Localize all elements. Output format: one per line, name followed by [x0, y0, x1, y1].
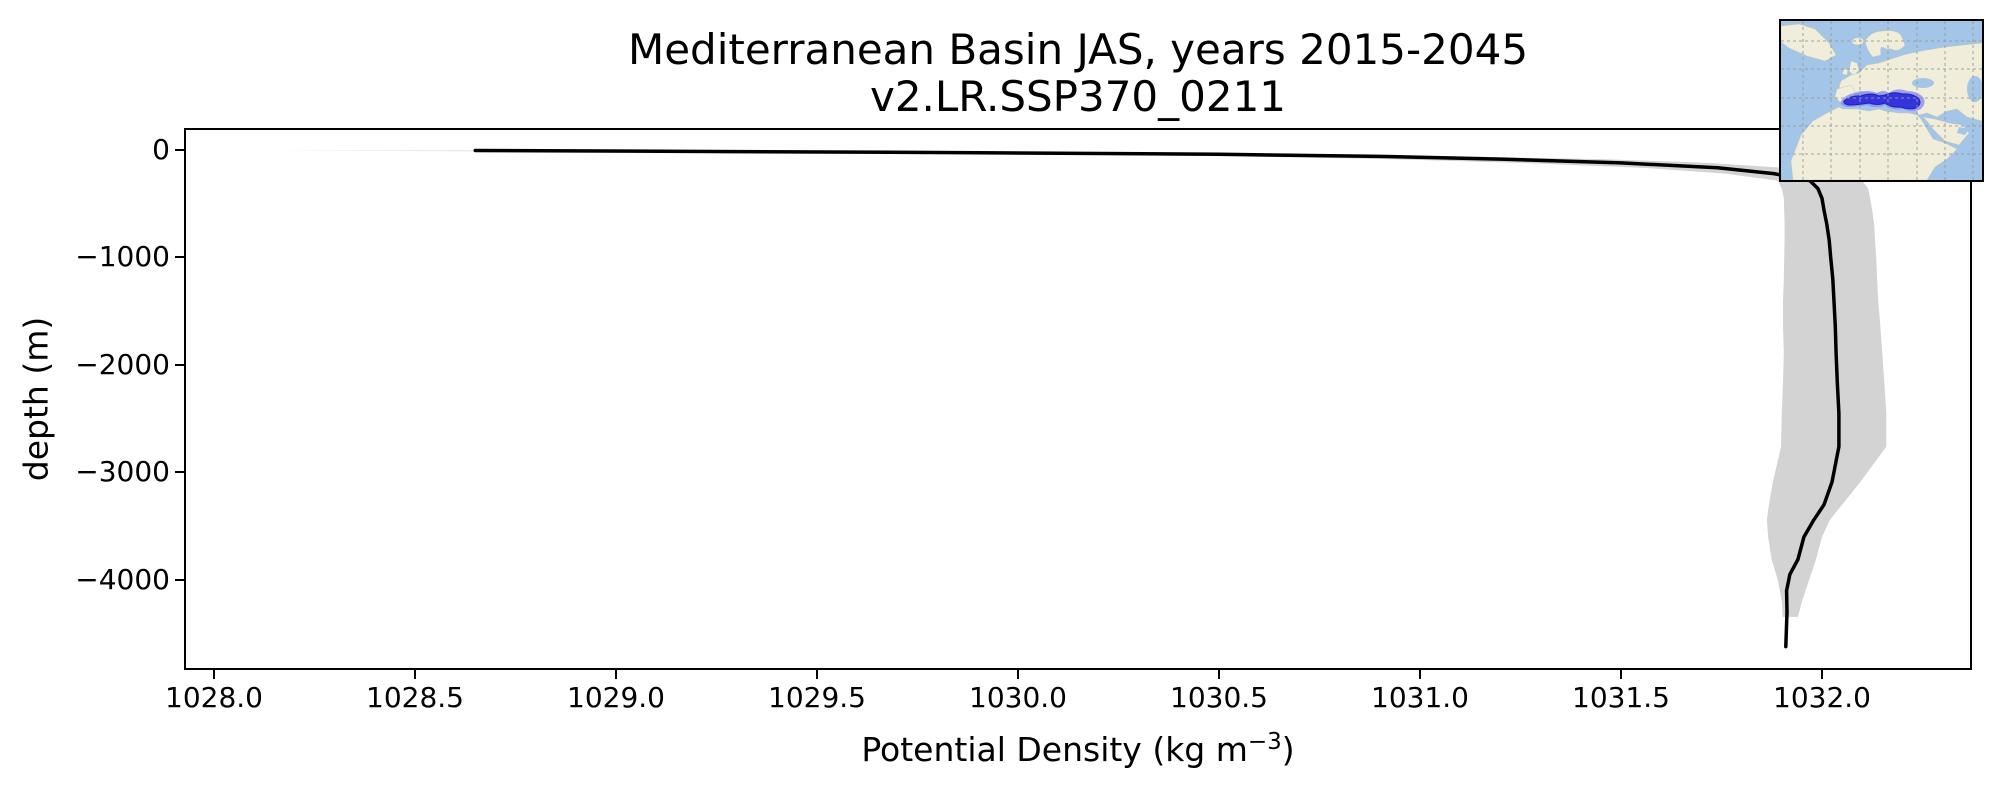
y-tick-label: −3000 [75, 455, 170, 488]
y-tick-mark [175, 471, 184, 473]
map-land-arabia [1922, 116, 1970, 146]
y-tick-label: −2000 [75, 348, 170, 381]
x-tick-mark [1821, 670, 1823, 679]
map-mediterranean-highlight [1840, 89, 1925, 111]
y-tick-label: −1000 [75, 240, 170, 273]
mean-profile-line [473, 148, 1841, 649]
map-black-sea [1912, 78, 1934, 88]
map-persian-gulf [1957, 127, 1969, 135]
chart-title: Mediterranean Basin JAS, years 2015-2045… [186, 26, 1970, 120]
y-tick-label: −4000 [75, 563, 170, 596]
map-land-africa [1790, 106, 1958, 180]
y-tick-mark [175, 364, 184, 366]
chart-title-line1: Mediterranean Basin JAS, years 2015-2045 [627, 25, 1529, 74]
x-tick-mark [414, 670, 416, 679]
x-tick-mark [1017, 670, 1019, 679]
x-tick-mark [1620, 670, 1622, 679]
x-tick-mark [1419, 670, 1421, 679]
x-tick-label: 1029.5 [768, 681, 866, 714]
x-tick-mark [1218, 670, 1220, 679]
chart-title-line2: v2.LR.SSP370_0211 [869, 72, 1287, 121]
map-inset-canvas [1781, 21, 1982, 180]
x-tick-mark [615, 670, 617, 679]
map-baltic-sea [1880, 47, 1889, 61]
y-tick-mark [175, 149, 184, 151]
x-tick-label: 1028.0 [165, 681, 263, 714]
map-med-region [1843, 92, 1921, 110]
map-gridlines [1781, 21, 1982, 180]
map-land-iceland [1851, 37, 1864, 46]
map-land [1781, 23, 1982, 180]
x-tick-label: 1032.0 [1773, 681, 1871, 714]
map-caspian-sea [1967, 76, 1982, 102]
x-tick-label: 1031.0 [1371, 681, 1469, 714]
plot-area [184, 128, 1972, 670]
x-axis-label: Potential Density (kg m−3) [861, 729, 1295, 769]
map-inset [1779, 19, 1984, 182]
x-tick-mark [213, 670, 215, 679]
map-land-scandinavia [1864, 30, 1906, 58]
y-tick-mark [175, 579, 184, 581]
x-tick-label: 1029.0 [567, 681, 665, 714]
y-tick-mark [175, 256, 184, 258]
x-tick-label: 1028.5 [366, 681, 464, 714]
plot-canvas [272, 148, 1887, 649]
x-tick-mark [816, 670, 818, 679]
map-seas [1880, 47, 1982, 135]
map-land-ireland [1841, 68, 1849, 76]
x-tick-label: 1030.0 [969, 681, 1067, 714]
x-axis-label-exponent: −3 [1247, 729, 1282, 755]
y-tick-label: 0 [152, 133, 170, 166]
spread-band [272, 150, 1887, 617]
x-tick-label: 1031.5 [1572, 681, 1670, 714]
x-tick-label: 1030.5 [1170, 681, 1268, 714]
